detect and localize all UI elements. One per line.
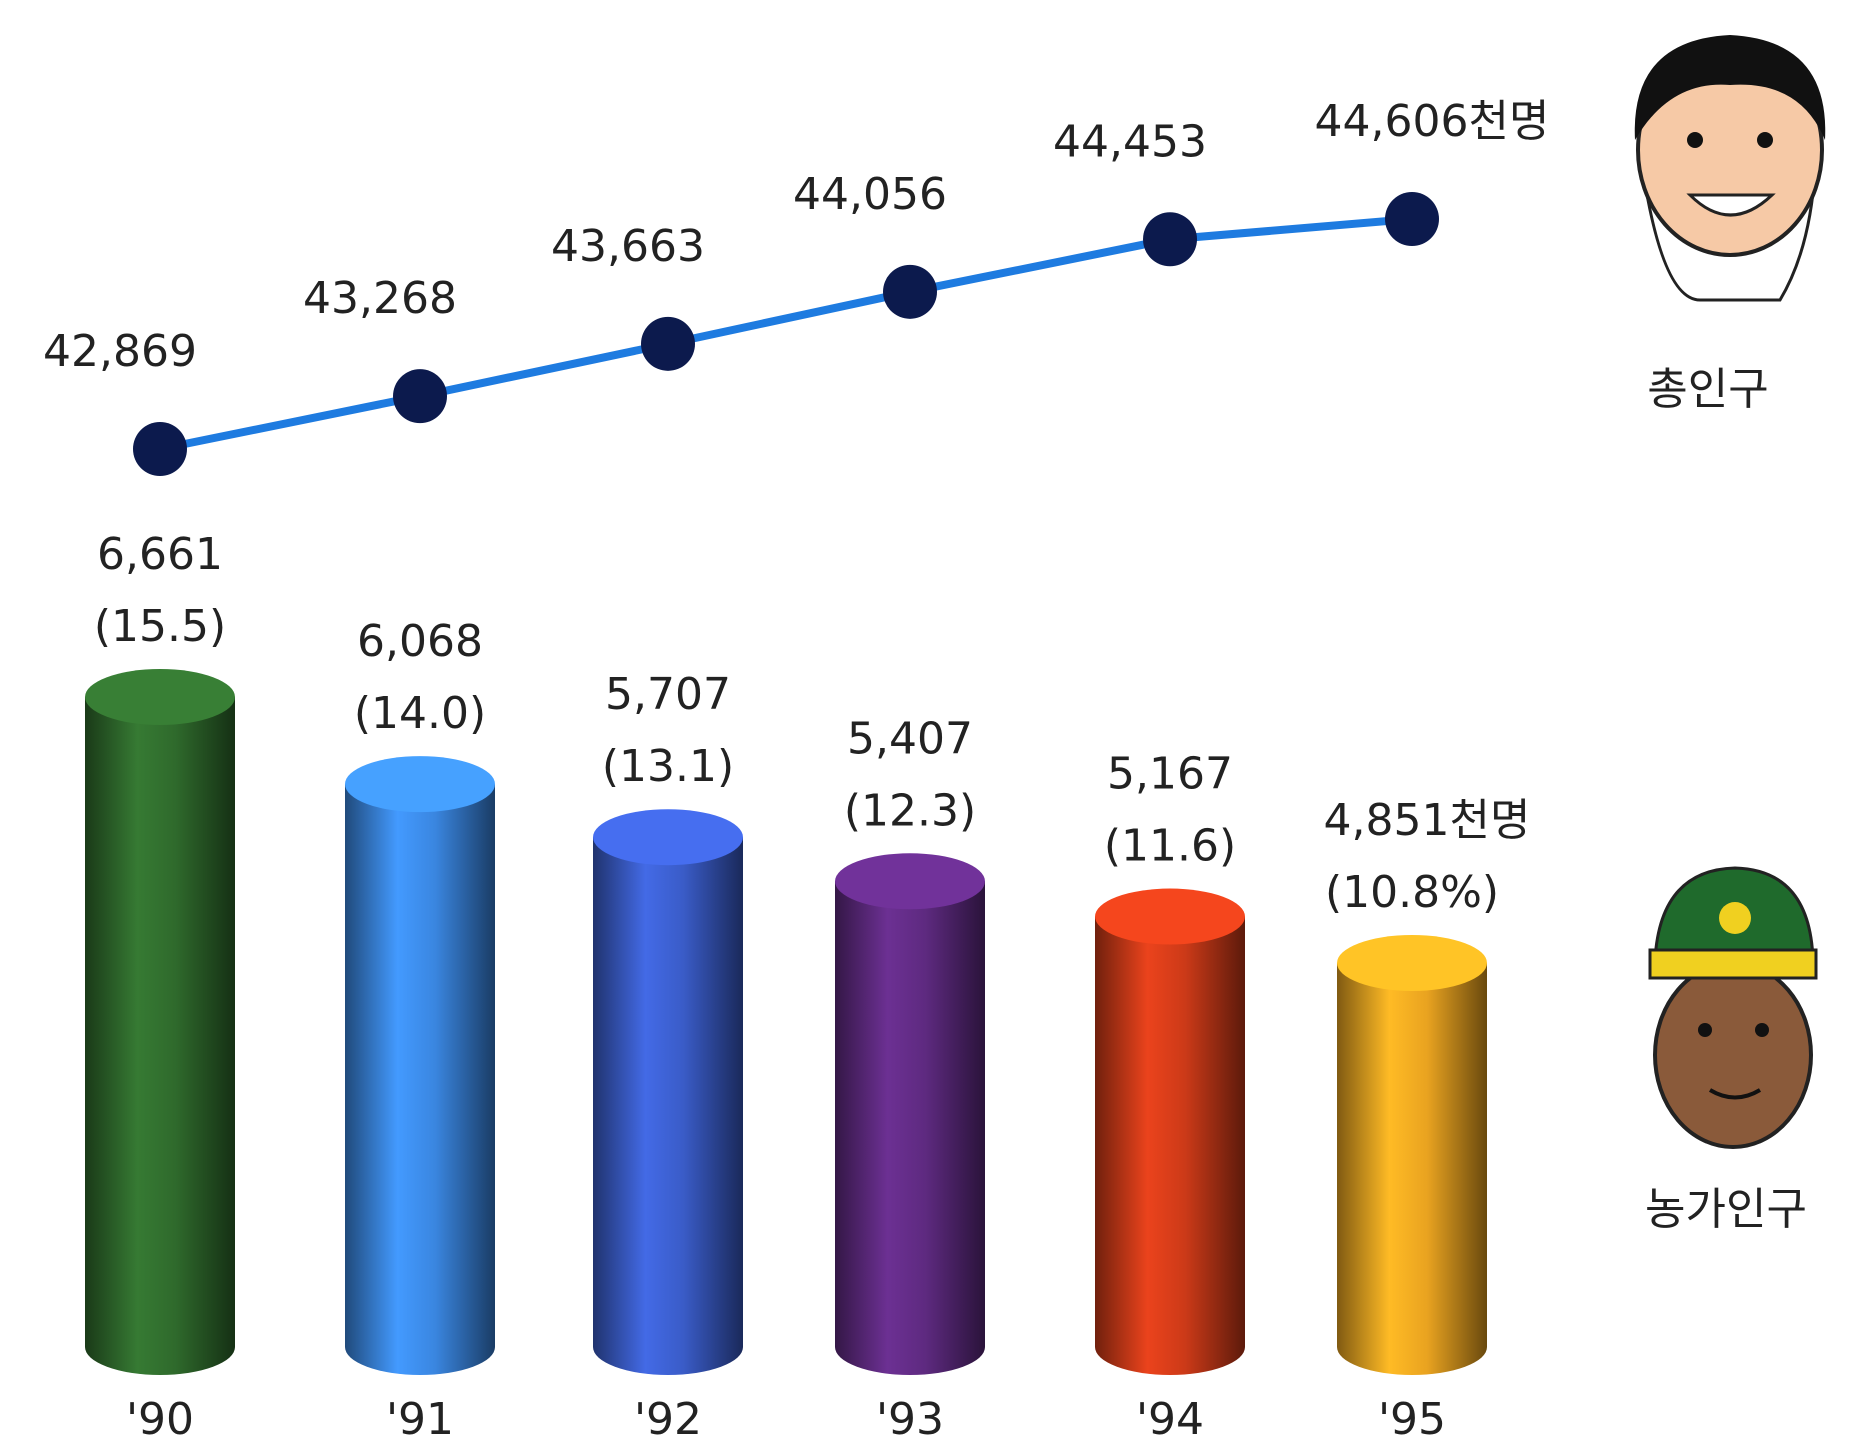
bar-body (1095, 916, 1245, 1347)
data-label: 42,869 (43, 326, 197, 377)
share-label: (14.0) (354, 688, 486, 739)
bar (85, 669, 235, 1375)
x-tick-label: '95 (1378, 1394, 1446, 1445)
bar-body (1337, 963, 1487, 1347)
bar (1337, 935, 1487, 1375)
bar (835, 853, 985, 1375)
bar-top (85, 669, 235, 725)
data-label: 44,453 (1053, 116, 1207, 167)
bar-top (1337, 935, 1487, 991)
x-tick-label: '92 (634, 1394, 702, 1445)
data-label: 6,068 (357, 616, 483, 667)
x-tick-label: '91 (386, 1394, 454, 1445)
point (1385, 192, 1439, 246)
data-label: 43,663 (551, 221, 705, 272)
bar-top (345, 756, 495, 813)
bar-top (1095, 888, 1245, 945)
farmer-icon (1648, 866, 1818, 1149)
bar (345, 756, 495, 1375)
bar-top (593, 809, 743, 866)
data-label: 4,851천명 (1324, 795, 1531, 846)
point (393, 369, 447, 424)
share-label: (10.8%) (1325, 867, 1499, 918)
share-label: (13.1) (602, 741, 734, 792)
point (641, 316, 695, 371)
share-label: (15.5) (94, 601, 226, 652)
data-label: 44,606천명 (1315, 96, 1550, 147)
bar-base (345, 1319, 495, 1375)
bar (593, 809, 743, 1375)
legend-label: 총인구 (1647, 364, 1768, 415)
data-label: 6,661 (97, 529, 223, 580)
data-label: 5,407 (847, 713, 973, 764)
bar-base (85, 1319, 235, 1375)
bar-top (835, 853, 985, 910)
data-label: 5,167 (1107, 749, 1233, 800)
legend-label: 농가인구 (1645, 1184, 1807, 1235)
x-tick-label: '94 (1136, 1394, 1204, 1445)
x-tick-label: '93 (876, 1394, 944, 1445)
bar-base (593, 1319, 743, 1375)
share-label: (12.3) (844, 785, 976, 836)
point (883, 264, 937, 319)
bar-base (1095, 1319, 1245, 1375)
bar-body (835, 881, 985, 1347)
bar-base (1337, 1319, 1487, 1375)
share-label: (11.6) (1104, 821, 1236, 872)
bar-base (835, 1319, 985, 1375)
data-label: 44,056 (793, 169, 947, 220)
line (159, 215, 1413, 453)
data-label: 43,268 (303, 273, 457, 324)
x-tick-label: '90 (126, 1394, 194, 1445)
bar-body (593, 837, 743, 1347)
bar-body (345, 784, 495, 1347)
data-label: 5,707 (605, 669, 731, 720)
bar (1095, 888, 1245, 1375)
point (133, 422, 187, 476)
point (1143, 212, 1197, 267)
bar-body (85, 697, 235, 1347)
person-icon (1634, 35, 1826, 302)
